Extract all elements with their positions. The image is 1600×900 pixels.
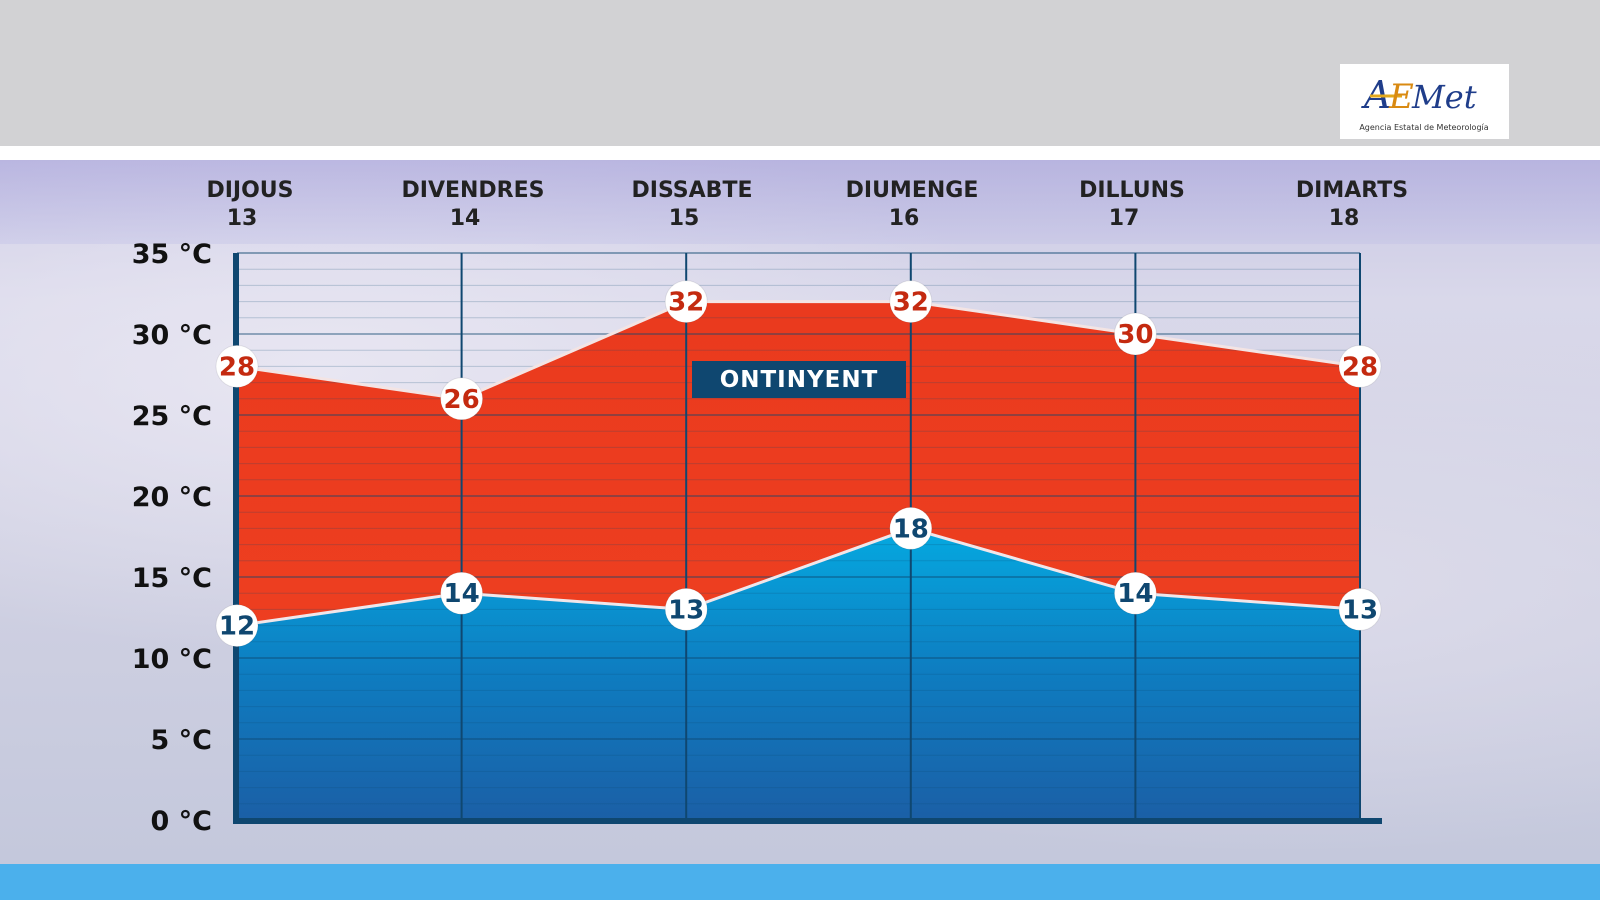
- day-name-label: DIJOUS: [206, 178, 293, 203]
- day-date-label: 18: [1329, 206, 1360, 231]
- day-name-label: DISSABTE: [632, 178, 753, 203]
- max-temperature-marker: [889, 280, 933, 324]
- max-temperature-data-label: 26: [444, 385, 480, 415]
- max-temperature-marker: [1338, 344, 1382, 388]
- max-temperature-data-label: 30: [1117, 320, 1153, 350]
- max-temperature-marker: [440, 377, 484, 421]
- min-temperature-line: [236, 526, 1361, 628]
- day-date-label: 14: [450, 206, 481, 231]
- y-tick-label: 35 °C: [132, 239, 212, 270]
- min-temperature-data-label: 14: [444, 579, 480, 609]
- y-tick-label: 20 °C: [132, 482, 212, 513]
- svg-text:Met: Met: [1411, 78, 1477, 116]
- svg-text:E: E: [1388, 77, 1414, 117]
- day-name-label: DIUMENGE: [846, 178, 979, 203]
- day-name-label: DIVENDRES: [402, 178, 545, 203]
- min-temperature-data-label: 18: [893, 514, 929, 544]
- city-label: ONTINYENT: [692, 361, 906, 398]
- min-temperature-marker: [889, 506, 933, 550]
- aemet-logo-graphic: A E Met Agencia Estatal de Meteorología: [1359, 73, 1488, 132]
- max-temperature-data-label: 32: [893, 288, 929, 318]
- min-temperature-marker: [1113, 571, 1157, 615]
- max-temperature-line: [236, 300, 1361, 401]
- day-header-band: [0, 160, 1600, 244]
- top-band: [0, 0, 1600, 146]
- y-tick-label: 5 °C: [150, 725, 212, 756]
- y-tick-label: 10 °C: [132, 644, 212, 675]
- day-name-label: DIMARTS: [1296, 178, 1408, 203]
- day-name-label: DILLUNS: [1079, 178, 1185, 203]
- max-temperature-data-label: 32: [668, 288, 704, 318]
- y-tick-label: 0 °C: [150, 806, 212, 837]
- y-tick-label: 25 °C: [132, 401, 212, 432]
- day-date-label: 17: [1109, 206, 1140, 231]
- day-date-label: 15: [669, 206, 700, 231]
- min-temperature-data-label: 12: [219, 612, 255, 642]
- min-temperature-data-label: 14: [1117, 579, 1153, 609]
- day-date-label: 13: [227, 206, 258, 231]
- y-tick-label: 30 °C: [132, 320, 212, 351]
- bottom-band: [0, 864, 1600, 900]
- aemet-logo: A E Met Agencia Estatal de Meteorología: [1340, 64, 1509, 139]
- min-temperature-data-label: 13: [1342, 595, 1378, 625]
- min-temperature-marker: [664, 587, 708, 631]
- day-date-label: 16: [889, 206, 920, 231]
- min-temperature-marker: [1338, 587, 1382, 631]
- min-temperature-marker: [440, 571, 484, 615]
- svg-text:Agencia Estatal de Meteorologí: Agencia Estatal de Meteorología: [1359, 123, 1488, 132]
- max-temperature-data-label: 28: [1342, 352, 1378, 382]
- max-temperature-marker: [215, 344, 259, 388]
- min-temperature-area: [237, 528, 1360, 820]
- min-temperature-marker: [215, 604, 259, 648]
- max-temperature-marker: [1113, 312, 1157, 356]
- max-temperature-marker: [664, 280, 708, 324]
- min-temperature-data-label: 13: [668, 595, 704, 625]
- y-tick-label: 15 °C: [132, 563, 212, 594]
- max-temperature-data-label: 28: [219, 352, 255, 382]
- white-divider: [0, 146, 1600, 160]
